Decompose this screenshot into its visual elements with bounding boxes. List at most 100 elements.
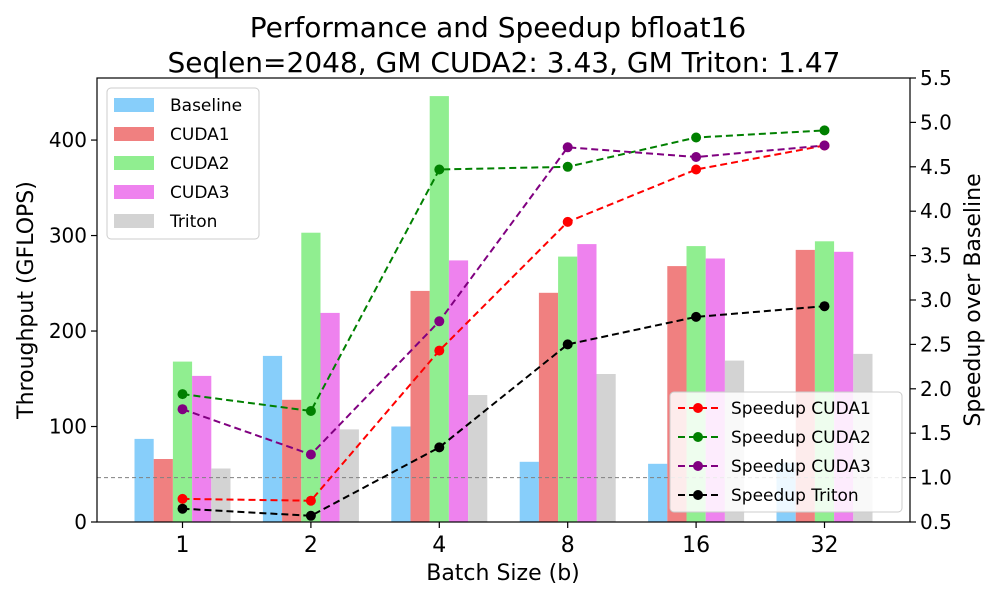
x-axis-label: Batch Size (b) [426, 561, 580, 586]
y2-tick-label-2.0: 2.0 [920, 377, 952, 401]
legend-label-triton: Triton [169, 212, 217, 232]
legend-label-speedup-cuda1: Speedup CUDA1 [731, 399, 871, 419]
point-speedup-cuda2-8 [562, 161, 573, 172]
x-tick-label-8: 8 [561, 533, 575, 558]
legend-swatch-cuda1 [114, 127, 154, 141]
line-legend-box [669, 391, 903, 513]
point-speedup-triton-2 [305, 510, 316, 521]
bar-cuda2-1 [172, 361, 193, 522]
point-speedup-cuda1-2 [305, 495, 316, 506]
legend-label-speedup-triton: Speedup Triton [731, 486, 859, 506]
point-speedup-cuda2-1 [177, 389, 188, 400]
bar-baseline-4 [391, 426, 411, 522]
x-tick-label-2: 2 [304, 533, 318, 558]
y-axis-label: Throughput (GFLOPS) [14, 181, 39, 420]
point-speedup-triton-32 [819, 301, 830, 312]
y-axis-left: 0 100 200 300 400 [49, 128, 97, 534]
y2-tick-label-1.5: 1.5 [920, 421, 952, 445]
point-speedup-cuda3-8 [562, 142, 573, 153]
legend-label-speedup-cuda2: Speedup CUDA2 [731, 428, 871, 448]
bar-triton-8 [596, 374, 616, 522]
bar-cuda1-1 [153, 459, 173, 522]
bar-baseline-8 [519, 461, 539, 522]
x-tick-label-32: 32 [811, 533, 839, 558]
x-axis: 1 2 4 8 16 32 [176, 522, 839, 558]
bar-cuda1-8 [538, 292, 559, 522]
legend-marker-speedup-cuda3 [693, 461, 703, 471]
y-tick-label-200: 200 [49, 319, 87, 343]
y-tick-label-400: 400 [49, 128, 87, 152]
bar-triton-4 [468, 395, 488, 522]
legend-swatch-triton [114, 214, 154, 228]
legend-label-cuda2: CUDA2 [170, 154, 230, 174]
bar-cuda2-8 [558, 256, 578, 522]
x-tick-label-16: 16 [682, 533, 710, 558]
bar-baseline-2 [262, 355, 283, 522]
bar-baseline-1 [134, 438, 154, 522]
point-speedup-cuda2-2 [305, 406, 316, 416]
x-tick-label-1: 1 [176, 533, 190, 558]
bar-baseline-16 [648, 463, 668, 522]
point-speedup-cuda3-16 [691, 152, 702, 162]
point-speedup-cuda3-2 [305, 449, 316, 460]
y2-tick-label-0.5: 0.5 [920, 510, 952, 534]
legend-marker-speedup-cuda2 [693, 432, 703, 442]
bar-cuda2-4 [429, 96, 449, 522]
point-speedup-cuda3-32 [819, 140, 830, 151]
y2-tick-label-4.0: 4.0 [920, 199, 952, 223]
y-tick-label-300: 300 [49, 224, 87, 248]
chart-title-line1: Performance and Speedup bfloat16 [250, 11, 746, 44]
line-legend: Speedup CUDA1 Speedup CUDA2 Speedup CUDA3 S… [669, 391, 903, 513]
bar-cuda1-4 [410, 290, 430, 522]
bar-cuda3-1 [192, 375, 212, 522]
y2-tick-label-5.5: 5.5 [920, 66, 952, 90]
bar-cuda3-2 [320, 312, 340, 522]
bar-cuda3-4 [448, 260, 469, 522]
point-speedup-triton-1 [177, 503, 188, 514]
point-speedup-cuda1-16 [691, 164, 702, 175]
y2-tick-label-3.5: 3.5 [920, 244, 952, 268]
y2-tick-label-4.5: 4.5 [920, 155, 952, 179]
bar-cuda3-8 [577, 244, 597, 522]
point-speedup-triton-4 [434, 442, 445, 453]
point-speedup-cuda2-4 [434, 164, 445, 175]
legend-label-cuda3: CUDA3 [170, 183, 230, 203]
bar-cuda2-2 [301, 232, 321, 522]
line-speedup-triton [182, 305, 825, 517]
point-speedup-cuda2-16 [691, 132, 702, 143]
line-speedup-cuda3 [182, 144, 825, 456]
y2-axis-label: Speedup over Baseline [961, 173, 986, 426]
legend-marker-speedup-triton [693, 490, 703, 500]
legend-marker-speedup-cuda1 [693, 403, 703, 413]
y-tick-label-100: 100 [49, 415, 87, 439]
point-speedup-cuda1-8 [562, 216, 573, 227]
legend-swatch-baseline [114, 98, 154, 112]
chart-title-line2: Seqlen=2048, GM CUDA2: 3.43, GM Triton: … [168, 46, 841, 79]
bar-legend-box [106, 87, 260, 240]
y2-tick-label-3.0: 3.0 [920, 288, 952, 312]
point-speedup-cuda3-1 [177, 404, 188, 415]
bar-triton-2 [339, 429, 359, 522]
y-axis-right: 0.5 1.0 1.5 2.0 2.5 3.0 3.5 4.0 4.5 5.0 5.5 [910, 66, 952, 534]
y2-tick-label-2.5: 2.5 [920, 332, 952, 356]
y2-tick-label-1.0: 1.0 [920, 466, 952, 490]
line-layer [177, 125, 830, 521]
legend-swatch-cuda2 [114, 156, 154, 170]
legend-label-baseline: Baseline [170, 96, 242, 116]
bar-triton-1 [211, 468, 231, 522]
bar-cuda1-2 [282, 399, 302, 522]
x-tick-label-4: 4 [432, 533, 446, 558]
y2-tick-label-5.0: 5.0 [920, 110, 952, 134]
y-tick-label-0: 0 [74, 510, 87, 534]
bar-legend: Baseline CUDA1 CUDA2 CUDA3 Triton [106, 87, 260, 240]
line-speedup-cuda2 [182, 129, 825, 413]
legend-label-speedup-cuda3: Speedup CUDA3 [731, 457, 871, 477]
point-speedup-triton-16 [691, 311, 702, 322]
legend-swatch-cuda3 [114, 185, 154, 199]
point-speedup-cuda1-1 [177, 493, 188, 504]
point-speedup-triton-8 [562, 339, 573, 350]
point-speedup-cuda3-4 [434, 316, 445, 327]
legend-label-cuda1: CUDA1 [170, 125, 230, 145]
point-speedup-cuda2-32 [819, 125, 830, 136]
